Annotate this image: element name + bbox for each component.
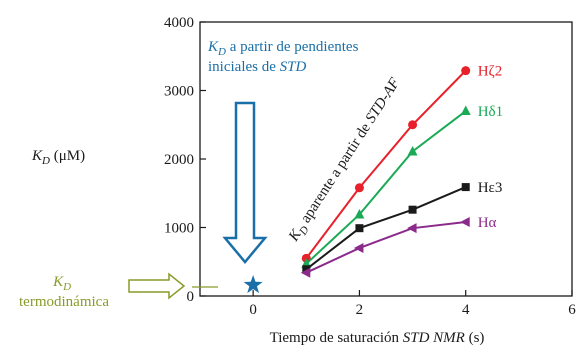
data-point	[408, 120, 418, 130]
x-tick-label: 6	[568, 302, 576, 318]
y-tick-label: 0	[187, 289, 195, 305]
data-point	[355, 224, 364, 233]
data-point	[408, 205, 417, 214]
series-line	[305, 186, 467, 271]
initial-slopes-annotation: KD a partir de pendientes iniciales de S…	[207, 39, 362, 75]
y-axis-label: KD (μM)	[31, 148, 85, 167]
series-line	[305, 221, 466, 274]
series-label: Hε3	[478, 180, 503, 196]
y-tick-label: 1000	[164, 221, 194, 237]
x-tick-label: 2	[356, 302, 364, 318]
series-line	[305, 110, 467, 265]
y-tick-label: 4000	[164, 15, 194, 31]
data-point	[407, 145, 418, 156]
data-point	[461, 66, 471, 76]
series-Hζ2: Hζ2	[301, 64, 503, 263]
series-label: Hζ2	[478, 64, 503, 80]
series-Hα: Hα	[300, 215, 497, 278]
apparent-kd-annotation: KD aparente a partir de STD-AF	[285, 75, 406, 247]
star-data-point	[243, 275, 263, 294]
data-point	[354, 208, 365, 219]
data-point	[460, 105, 471, 116]
data-point	[302, 265, 311, 274]
series-Hε3: Hε3	[302, 180, 503, 274]
annotations	[243, 275, 263, 294]
series-label: Hδ1	[478, 104, 503, 120]
data-point	[300, 267, 311, 278]
x-tick-label: 0	[249, 302, 257, 318]
data-point	[354, 183, 364, 193]
down-arrow-icon	[222, 101, 268, 264]
series-line	[305, 69, 467, 259]
data-point	[407, 223, 417, 234]
thermodynamic-kd-label: KD termodinámica	[19, 274, 109, 310]
axes: 0 1000 2000 3000 4000 0 2 4 6	[164, 15, 576, 318]
y-tick-label: 3000	[164, 84, 194, 100]
series-layer: Hζ2 Hδ1 Hε3 Hα	[300, 64, 503, 278]
data-point	[353, 243, 364, 254]
right-arrow-icon	[128, 272, 186, 300]
x-tick-label: 4	[462, 302, 470, 318]
series-label: Hα	[478, 215, 497, 231]
data-point	[460, 217, 470, 228]
x-axis-label: Tiempo de saturación STD NMR (s)	[270, 330, 485, 346]
data-point	[461, 183, 470, 192]
y-tick-label: 2000	[164, 152, 194, 168]
